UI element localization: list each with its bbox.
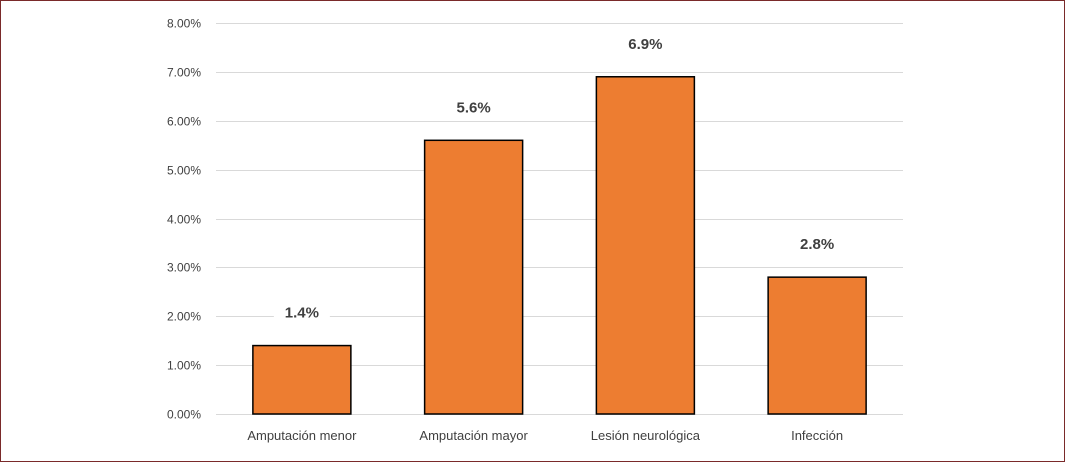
bars [252,76,867,415]
category-label: Infección [791,428,843,443]
y-tick-label: 8.00% [167,17,201,31]
data-label: 5.6% [457,99,491,116]
y-tick-label: 2.00% [167,310,201,324]
data-label-background [445,97,502,120]
y-tick-label: 5.00% [167,164,201,178]
y-tick-label: 7.00% [167,66,201,80]
y-tick-label: 3.00% [167,261,201,275]
y-tick-label: 0.00% [167,408,201,422]
category-label: Lesión neurológica [591,428,701,443]
bar [423,139,524,415]
data-label: 1.4% [285,305,319,322]
y-tick-label: 1.00% [167,359,201,373]
data-label-background [273,302,330,325]
bar [252,344,352,415]
data-label-background [789,234,846,257]
data-label: 6.9% [628,36,662,53]
data-label-background [617,33,674,56]
bar [767,276,867,415]
data-labels: 1.4% 5.6% 6.9% 2.8% [273,33,846,325]
category-label: Amputación mayor [419,428,528,443]
category-label: Amputación menor [247,428,357,443]
y-tick-label: 6.00% [167,115,201,129]
x-axis-category-labels: Amputación menor Amputación mayor Lesión n… [247,428,843,443]
data-label: 2.8% [800,236,834,253]
y-axis-tick-labels: 0.00% 1.00% 2.00% 3.00% 4.00% 5.00% 6.00% 7.00%… [167,17,201,422]
bar [595,76,696,415]
y-tick-label: 4.00% [167,213,201,227]
